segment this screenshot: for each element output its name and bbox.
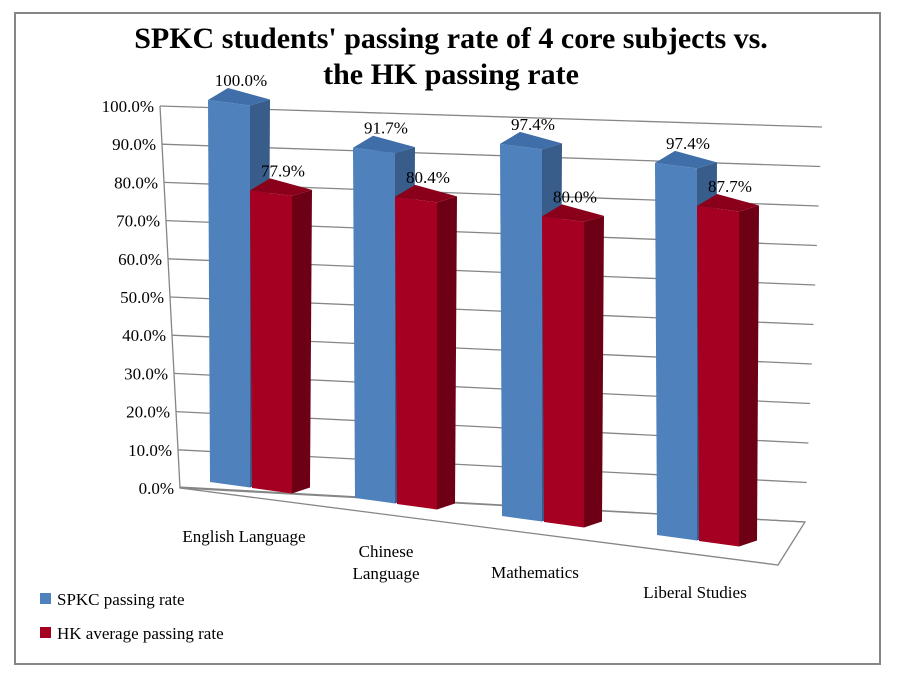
- category-labels: English Language Chinese Language Mathemati…: [182, 527, 746, 602]
- legend-swatch-hk: [40, 627, 51, 638]
- bar-front: [697, 205, 739, 547]
- category-label: Chinese: [359, 542, 414, 561]
- legend-swatch-spkc: [40, 593, 51, 604]
- bar-side: [584, 215, 604, 528]
- bar-side: [292, 189, 312, 494]
- y-tick-label: 50.0%: [120, 288, 164, 307]
- data-label: 91.7%: [364, 119, 408, 138]
- bar-top: [250, 178, 312, 196]
- y-tick-label: 100.0%: [102, 97, 154, 116]
- y-tick-label: 20.0%: [126, 403, 170, 422]
- bar-side: [437, 196, 457, 510]
- bar-top: [697, 193, 759, 212]
- bar-top: [500, 131, 562, 150]
- bar-hk-0: [250, 178, 312, 494]
- bar-top: [542, 204, 604, 222]
- chart-title-line-2: the HK passing rate: [323, 58, 579, 91]
- bar-front: [500, 143, 542, 522]
- data-label: 100.0%: [215, 71, 267, 90]
- bar-top: [353, 135, 415, 154]
- y-tick-label: 90.0%: [112, 135, 156, 154]
- bar-top: [395, 184, 457, 203]
- bar-front: [208, 100, 250, 488]
- data-labels: 100.0% 77.9% 91.7% 80.4% 97.4% 80.0% 97.4% 87.7…: [215, 71, 752, 206]
- data-label: 97.4%: [511, 115, 555, 134]
- bar-top: [655, 150, 717, 169]
- category-label: Mathematics: [491, 563, 579, 582]
- y-axis-ticks: 0.0% 10.0% 20.0% 30.0% 40.0% 50.0% 60.0% 70.0% 8…: [102, 97, 174, 498]
- category-label: Language: [352, 564, 419, 583]
- bar-front: [395, 196, 437, 510]
- y-tick-label: 60.0%: [118, 250, 162, 269]
- data-label: 80.4%: [406, 168, 450, 187]
- bar-front: [542, 216, 584, 528]
- legend-label-hk: HK average passing rate: [57, 624, 224, 643]
- y-tick-label: 0.0%: [139, 479, 174, 498]
- y-tick-label: 10.0%: [128, 441, 172, 460]
- legend: SPKC passing rate HK average passing rat…: [40, 590, 224, 643]
- bar-hk-1: [395, 184, 457, 510]
- bars: [208, 88, 759, 547]
- data-label: 80.0%: [553, 187, 597, 206]
- legend-label-spkc: SPKC passing rate: [57, 590, 185, 609]
- y-tick-label: 30.0%: [124, 364, 168, 383]
- bar-front: [655, 162, 697, 541]
- bar-hk-3: [697, 193, 759, 547]
- bar-side: [739, 205, 759, 547]
- chart-title-line-1: SPKC students' passing rate of 4 core su…: [134, 22, 768, 55]
- y-tick-label: 80.0%: [114, 173, 158, 192]
- y-tick-label: 40.0%: [122, 326, 166, 345]
- gridline: [159, 105, 823, 128]
- bar-front: [250, 190, 292, 494]
- data-label: 77.9%: [261, 161, 305, 180]
- data-label: 87.7%: [708, 177, 752, 196]
- y-tick-label: 70.0%: [116, 212, 160, 231]
- category-label: Liberal Studies: [643, 583, 746, 602]
- bar-front: [353, 147, 395, 504]
- category-label: English Language: [182, 527, 305, 546]
- bar-hk-2: [542, 204, 604, 528]
- data-label: 97.4%: [666, 134, 710, 153]
- bar-top: [208, 88, 270, 106]
